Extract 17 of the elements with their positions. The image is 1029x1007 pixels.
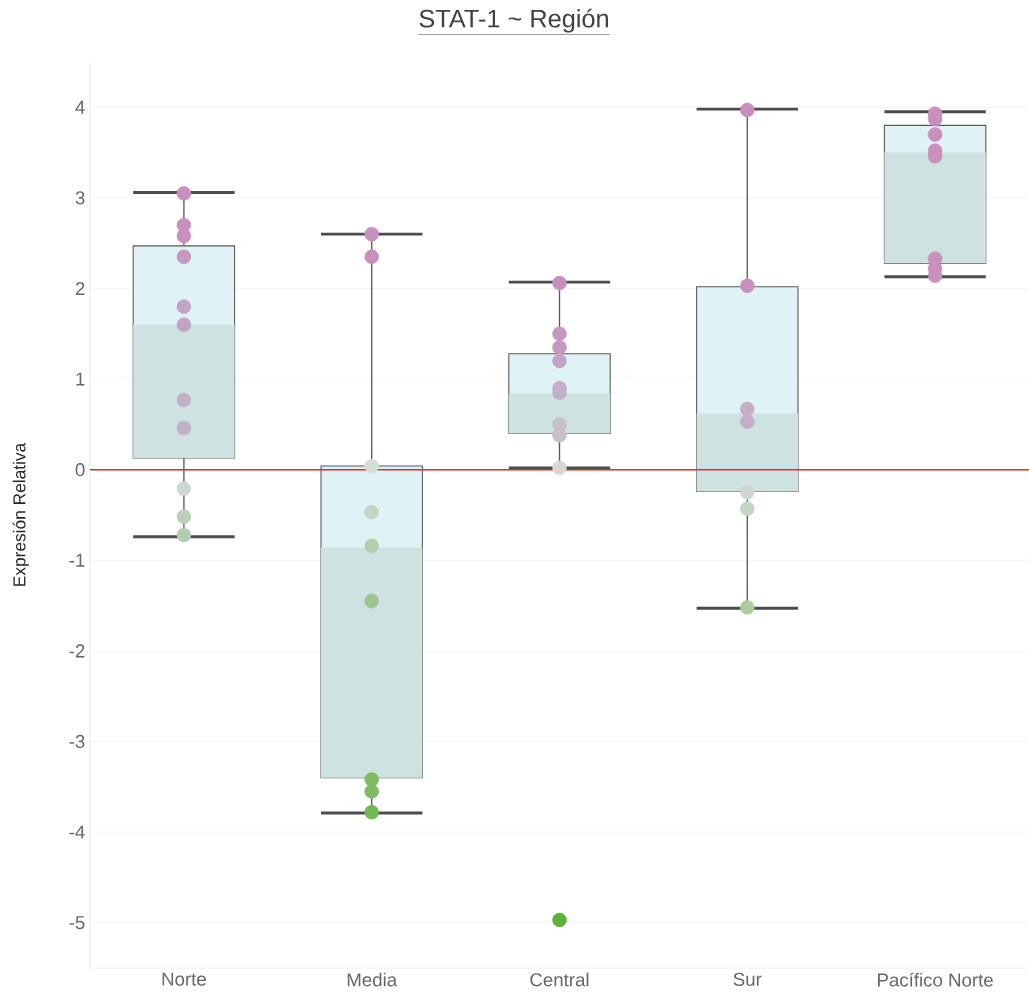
y-tick-label: 1 (76, 372, 85, 386)
y-tick-label: -3 (69, 734, 85, 749)
x-tick-label: Central (530, 972, 589, 987)
y-tick-label: -1 (69, 553, 85, 567)
x-tick-label: Pacífico Norte (878, 972, 993, 987)
y-tick-label: 2 (75, 281, 85, 295)
y-tick-label: 4 (75, 100, 85, 114)
y-tick-label: 3 (75, 191, 85, 205)
chart-title: STAT-1 ~ Región (419, 8, 608, 33)
y-tick-label: 0 (75, 463, 85, 477)
x-tick-label: Media (347, 972, 398, 987)
y-tick-label: -5 (69, 916, 85, 930)
x-tick-label: Sur (733, 972, 762, 986)
y-axis-title: Expresión Relativa (12, 442, 29, 586)
y-tick-label: -4 (69, 825, 85, 839)
x-tick-label: Norte (162, 972, 206, 986)
y-tick-label: -2 (69, 644, 85, 658)
